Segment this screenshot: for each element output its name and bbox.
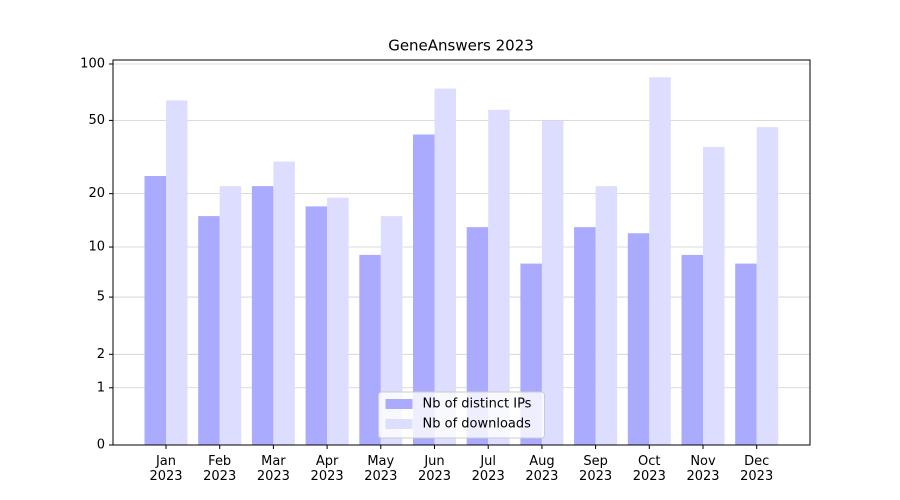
y-tick-label: 100	[80, 56, 105, 71]
x-tick-label: Feb 2023	[203, 454, 237, 484]
bar	[413, 134, 435, 445]
x-tick-label: Jan 2023	[149, 454, 183, 484]
legend-swatch	[385, 399, 413, 409]
y-tick-label: 20	[88, 186, 105, 201]
bar	[219, 186, 242, 445]
bar	[380, 216, 403, 445]
x-tick-label: Jun 2023	[417, 454, 452, 484]
x-tick-label: Dec 2023	[740, 454, 774, 484]
bar	[756, 127, 779, 446]
x-tick-label: Apr 2023	[310, 454, 344, 484]
bar	[574, 227, 596, 445]
bar	[251, 186, 274, 445]
legend-swatch	[385, 419, 413, 429]
x-tick-label: Oct 2023	[632, 454, 666, 484]
y-tick-label: 50	[88, 113, 105, 128]
x-tick-label: Sep 2023	[579, 454, 613, 484]
bar	[166, 100, 188, 446]
x-tick-label: Nov 2023	[686, 454, 720, 484]
bar	[327, 197, 349, 445]
chart-title: GeneAnswers 2023	[388, 37, 534, 55]
bar	[681, 254, 703, 445]
bar	[649, 77, 671, 445]
legend: Nb of distinct IPs Nb of downloads	[378, 391, 545, 439]
x-tick-label: Aug 2023	[525, 454, 559, 484]
bar	[595, 186, 618, 445]
y-tick-label: 5	[97, 290, 105, 305]
x-tick-label: May 2023	[364, 454, 398, 484]
bar	[466, 227, 489, 445]
bar	[703, 146, 725, 445]
bar	[305, 206, 328, 445]
bar	[198, 216, 220, 445]
legend-label: Nb of distinct IPs	[423, 397, 532, 412]
bar	[627, 233, 650, 445]
y-tick-label: 10	[88, 240, 105, 255]
bar	[273, 161, 295, 445]
legend-box	[378, 391, 545, 439]
y-tick-label: 0	[97, 438, 105, 453]
plot-frame	[112, 59, 811, 446]
bar	[359, 254, 381, 445]
bar	[541, 120, 564, 445]
x-tick-label: Jul 2023	[471, 454, 505, 484]
y-tick-label: 2	[97, 347, 105, 362]
bar	[144, 176, 166, 445]
x-tick-label: Mar 2023	[256, 454, 290, 484]
bar	[488, 109, 510, 445]
bar	[434, 88, 456, 446]
legend-label: Nb of downloads	[423, 417, 532, 432]
y-tick-label: 1	[97, 380, 105, 395]
bar	[735, 263, 757, 445]
